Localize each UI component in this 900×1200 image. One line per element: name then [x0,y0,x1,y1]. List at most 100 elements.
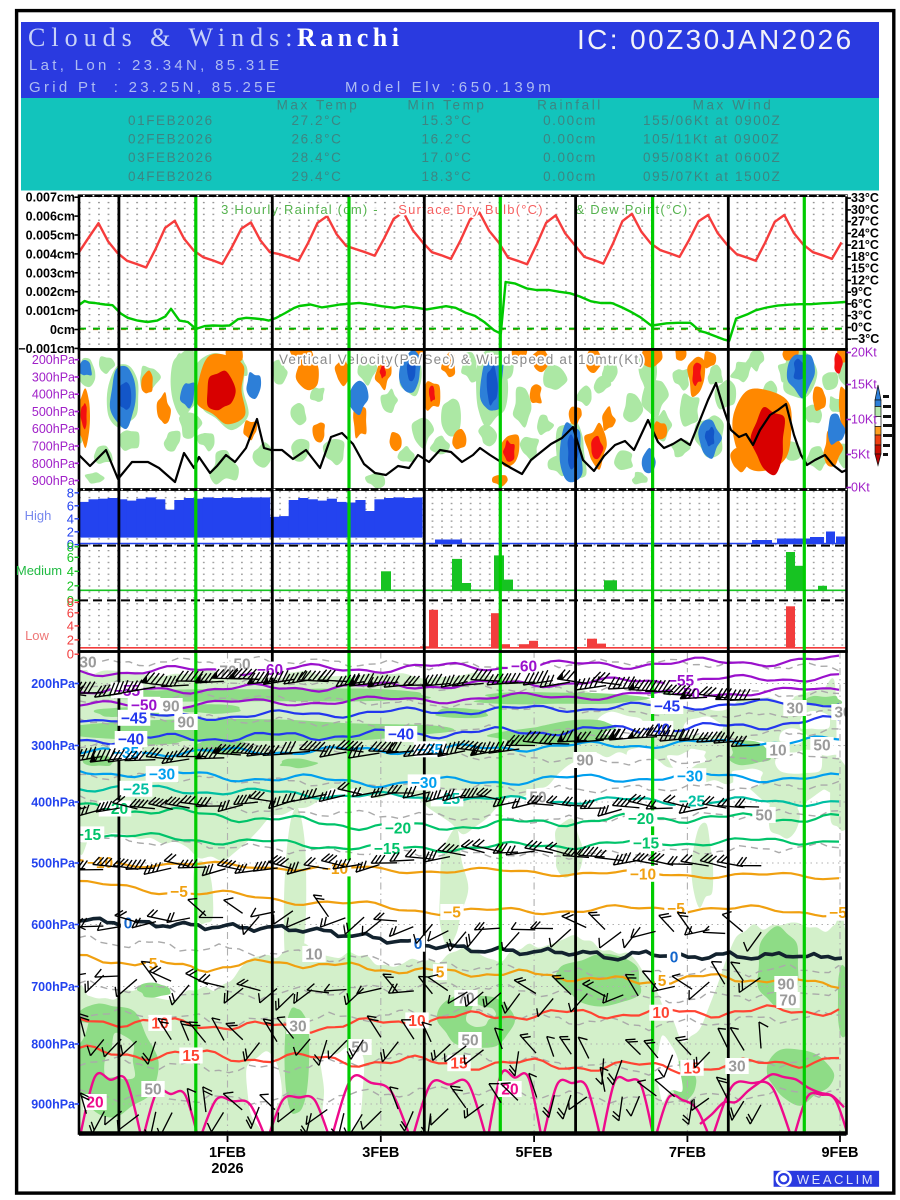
svg-text:29.4°C: 29.4°C [291,169,342,184]
svg-text:2026: 2026 [211,1161,243,1177]
svg-text:−55: −55 [668,673,695,690]
svg-text:03FEB2026: 03FEB2026 [128,150,214,165]
svg-text:6°C: 6°C [851,297,872,311]
svg-text:27.2°C: 27.2°C [291,113,342,128]
svg-text:Clouds & Winds:: Clouds & Winds: [28,23,299,52]
svg-text:0: 0 [414,936,423,953]
svg-text:−15: −15 [633,836,660,853]
svg-text:2: 2 [67,578,74,593]
svg-text:400hPa: 400hPa [31,796,76,810]
svg-text:−30: −30 [411,775,437,792]
svg-text:8: 8 [67,485,74,500]
svg-text:600hPa: 600hPa [31,918,76,932]
svg-text:−40: −40 [118,732,144,749]
svg-text:30: 30 [786,701,803,718]
svg-text:15Kt: 15Kt [851,378,877,392]
svg-text:50: 50 [144,1082,161,1099]
svg-text:24°C: 24°C [851,226,879,240]
svg-text:10: 10 [151,1015,168,1032]
svg-text:0: 0 [670,949,679,966]
svg-text:0.006cm: 0.006cm [26,210,75,224]
svg-text:04FEB2026: 04FEB2026 [128,169,214,184]
svg-text:800hPa: 800hPa [32,457,75,471]
svg-text:Ranchi: Ranchi [297,23,403,52]
svg-text:15: 15 [182,1048,200,1065]
svg-text:5FEB: 5FEB [516,1145,553,1161]
svg-text:0: 0 [67,647,74,662]
svg-text:700hPa: 700hPa [32,440,75,454]
svg-text:5: 5 [658,973,667,990]
svg-text:02FEB2026: 02FEB2026 [128,132,214,147]
svg-text:0.003cm: 0.003cm [26,266,75,280]
svg-text:10Kt: 10Kt [851,413,877,427]
svg-text:Model Elv :650.139m: Model Elv :650.139m [345,79,554,96]
svg-text:0.00cm: 0.00cm [543,169,597,184]
svg-text:15°C: 15°C [851,262,879,276]
svg-text:26.8°C: 26.8°C [291,132,342,147]
svg-text:−30: −30 [677,769,703,786]
svg-text:−60: −60 [511,658,537,675]
svg-text:20Kt: 20Kt [851,346,877,360]
svg-text:105/11Kt at 0900Z: 105/11Kt at 0900Z [643,132,780,147]
svg-text:3FEB: 3FEB [362,1145,399,1161]
svg-text:30: 30 [728,1059,745,1076]
svg-text:20: 20 [86,1095,103,1112]
svg-text:IC: 00Z30JAN2026: IC: 00Z30JAN2026 [577,24,854,55]
svg-text:Rainfall: Rainfall [537,98,603,113]
svg-text:−45: −45 [121,710,148,727]
svg-text:−5: −5 [170,884,188,901]
svg-text:50: 50 [461,1033,478,1050]
svg-text:Max Temp: Max Temp [277,98,360,113]
svg-text:155/06Kt at 0900Z: 155/06Kt at 0900Z [643,113,781,128]
svg-text:50: 50 [529,790,546,807]
svg-text:1FEB: 1FEB [209,1145,246,1161]
svg-text:0°C: 0°C [851,321,872,335]
svg-text:0: 0 [67,593,74,608]
svg-text:Medium: Medium [16,563,62,578]
svg-text:17.0°C: 17.0°C [421,150,472,165]
svg-text:3 Hourly Rainfal (cm) -: 3 Hourly Rainfal (cm) - [221,202,379,217]
svg-text:8: 8 [67,539,74,554]
svg-text:28.4°C: 28.4°C [291,150,342,165]
svg-text:−30: −30 [149,767,175,784]
svg-text:400hPa: 400hPa [32,388,75,402]
svg-text:15: 15 [450,1056,468,1073]
svg-text:Low: Low [25,628,49,643]
svg-text:−0.001cm: −0.001cm [18,342,75,356]
svg-text:−25: −25 [123,781,150,798]
svg-text:27°C: 27°C [851,215,879,229]
svg-text:−5: −5 [829,905,847,922]
svg-text:Lat, Lon : 23.34N, 85.31E: Lat, Lon : 23.34N, 85.31E [29,57,282,74]
svg-text:0.004cm: 0.004cm [26,247,75,261]
svg-text:700hPa: 700hPa [31,980,76,994]
svg-text:−40: −40 [388,727,414,744]
svg-text:High: High [25,508,52,523]
svg-text:0Kt: 0Kt [851,481,870,495]
svg-text:4: 4 [67,564,74,579]
svg-text:Max Wind: Max Wind [693,98,774,113]
svg-text:WEACLIM: WEACLIM [797,1172,875,1187]
svg-text:0.00cm: 0.00cm [543,113,597,128]
svg-text:30: 30 [289,1019,306,1036]
svg-text:6: 6 [67,498,74,513]
svg-text:0.00cm: 0.00cm [543,132,597,147]
svg-text:90: 90 [162,699,179,716]
svg-text:20: 20 [501,1082,518,1099]
svg-text:Vertical Velocity(Pa/Sec) & Wi: Vertical Velocity(Pa/Sec) & Windspeed at… [279,352,645,367]
svg-text:10: 10 [305,947,322,964]
svg-text:−3°C: −3°C [851,332,879,346]
svg-text:50: 50 [755,808,772,825]
svg-text:9°C: 9°C [851,285,872,299]
svg-text:095/07Kt at 1500Z: 095/07Kt at 1500Z [643,169,781,184]
svg-text:5: 5 [436,965,445,982]
svg-text:30: 30 [834,705,851,722]
svg-text:7FEB: 7FEB [669,1145,706,1161]
svg-text:70: 70 [779,993,796,1010]
svg-text:300hPa: 300hPa [31,739,76,753]
svg-text:0.001cm: 0.001cm [26,304,75,318]
svg-text:10: 10 [652,1005,669,1022]
svg-text:2: 2 [67,524,74,539]
svg-text:18°C: 18°C [851,250,879,264]
svg-text:& Dew Point(°C): & Dew Point(°C) [576,202,689,217]
svg-text:90: 90 [177,715,194,732]
